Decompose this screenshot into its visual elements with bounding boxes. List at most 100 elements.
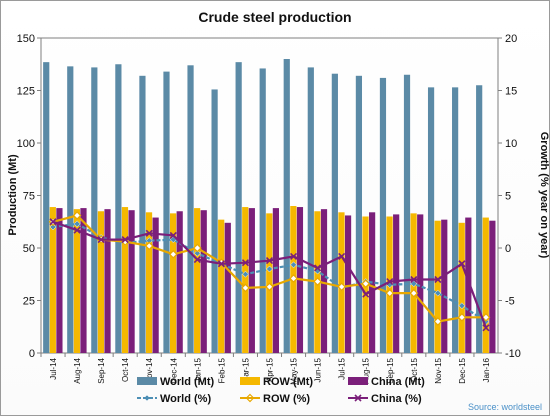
bar-world-mt <box>476 85 483 353</box>
point-china <box>73 226 81 234</box>
bar-row-mt <box>338 212 345 353</box>
source-note: Source: worldsteel <box>467 402 542 412</box>
x-tick-label: Aug-15 <box>362 357 371 383</box>
point-china <box>265 257 274 265</box>
point-china <box>338 252 346 260</box>
bar-china-mt <box>104 209 111 353</box>
bar-china-mt <box>272 208 279 353</box>
point-row <box>433 317 443 326</box>
point-row <box>409 288 419 298</box>
point-row <box>337 282 347 292</box>
y-left-tick-label: 50 <box>23 243 35 255</box>
bar-world-mt <box>115 64 122 353</box>
point-world <box>73 220 81 228</box>
point-row <box>457 312 467 322</box>
bar-world-mt <box>187 65 194 354</box>
point-row <box>241 283 250 293</box>
point-china <box>121 236 129 244</box>
legend-label: China (%) <box>371 393 422 405</box>
point-world <box>266 265 273 273</box>
x-tick-label: Dec-15 <box>458 357 467 383</box>
bar-world-mt <box>91 67 98 354</box>
point-china <box>49 218 57 226</box>
bar-world-mt <box>235 62 242 354</box>
point-china <box>217 260 225 268</box>
y-right-tick-label: 0 <box>505 243 511 255</box>
legend-label: ROW (%) <box>263 393 310 405</box>
point-china <box>241 259 250 267</box>
bar-row-mt <box>169 213 177 353</box>
bar-row-mt <box>121 207 129 353</box>
point-row <box>192 243 202 253</box>
point-world <box>193 249 201 257</box>
y-left-tick-label: 25 <box>23 296 35 308</box>
point-row <box>168 249 178 259</box>
y-axis-left-label: Production (Mt) <box>7 154 19 236</box>
bar-china-mt <box>152 217 159 353</box>
point-china <box>169 231 177 239</box>
bar-row-mt <box>218 219 225 353</box>
x-tick-label: Aug-14 <box>73 357 82 383</box>
bar-world-mt <box>259 68 266 353</box>
point-row <box>289 274 298 283</box>
x-tick-label: Dec-14 <box>169 357 178 383</box>
x-tick-label: Nov-14 <box>145 357 154 383</box>
x-tick-label: Jul-14 <box>49 357 58 379</box>
x-tick-label: Apr-15 <box>266 357 275 382</box>
y-axis-right-label: Growth (% year on year) <box>538 132 550 259</box>
x-tick-label: Jun-15 <box>314 357 323 382</box>
bar-world-mt <box>211 89 218 353</box>
point-row <box>481 312 491 322</box>
bar-china-mt <box>176 211 183 353</box>
point-china <box>410 275 418 284</box>
y-left-tick-label: 150 <box>17 33 35 45</box>
x-tick-label: Jan-15 <box>193 357 202 382</box>
bar-china-mt <box>248 208 255 353</box>
y-right-tick-label: 15 <box>505 86 517 98</box>
bar-row-mt <box>194 208 201 353</box>
bar-china-mt <box>80 208 87 353</box>
point-china <box>289 252 298 260</box>
bar-world-mt <box>331 73 338 353</box>
x-tick-label: May-15 <box>290 357 299 384</box>
point-china <box>97 236 105 244</box>
point-row <box>72 211 82 220</box>
bar-row-mt <box>97 211 105 353</box>
bar-china-mt <box>320 209 328 353</box>
bar-world-mt <box>283 59 290 353</box>
bar-china-mt <box>56 208 63 353</box>
legend-swatch <box>137 377 157 385</box>
y-right-tick-label: 5 <box>505 191 511 203</box>
point-row <box>265 282 274 292</box>
point-china <box>193 255 201 264</box>
bar-row-mt <box>482 217 489 353</box>
bar-china-mt <box>489 220 496 353</box>
bar-china-mt <box>224 222 231 353</box>
bar-world-mt <box>355 75 363 354</box>
bar-china-mt <box>344 215 352 353</box>
bar-row-mt <box>434 220 441 353</box>
point-row <box>144 241 154 251</box>
bar-world-mt <box>67 66 74 353</box>
y-left-tick-label: 100 <box>17 138 35 150</box>
point-china <box>314 264 322 272</box>
point-china <box>386 278 394 286</box>
x-tick-label: Sep-15 <box>386 357 395 383</box>
point-china <box>434 275 442 284</box>
x-tick-label: Mar-15 <box>241 357 250 383</box>
point-world <box>434 289 442 297</box>
bar-row-mt <box>49 207 56 353</box>
bar-row-mt <box>73 209 80 353</box>
legend-label: China (Mt) <box>371 376 425 388</box>
bar-world-mt <box>43 62 50 354</box>
y-right-tick-label: 10 <box>505 138 517 150</box>
bar-world-mt <box>427 87 435 353</box>
point-world <box>49 223 57 231</box>
y-left-tick-label: 0 <box>29 348 35 360</box>
x-tick-label: Sep-14 <box>97 357 106 383</box>
y-left-tick-label: 75 <box>23 191 35 203</box>
bar-row-mt <box>145 212 153 353</box>
point-china <box>145 229 153 237</box>
point-china <box>362 290 370 298</box>
